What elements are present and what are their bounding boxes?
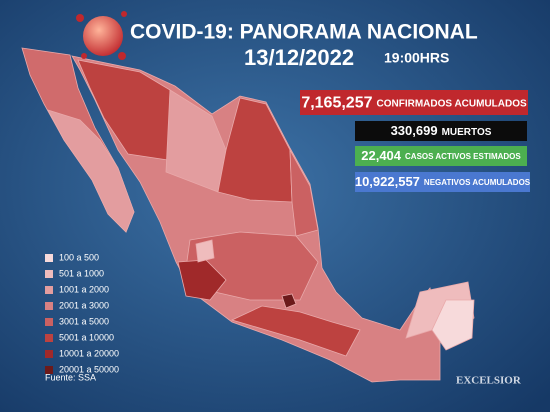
- region-light: [195, 239, 215, 263]
- globe: [83, 16, 123, 56]
- legend-label: 10001 a 20000: [59, 348, 119, 358]
- legend-swatch: [45, 270, 53, 278]
- stat-box: [355, 172, 530, 192]
- legend: 100 a 500 501 a 1000 1001 a 2000 2001 a 300…: [45, 252, 119, 374]
- virus-dot: [121, 11, 127, 17]
- stat-label: MUERTOS: [442, 127, 492, 138]
- legend-label: 1001 a 2000: [59, 284, 109, 294]
- time: 19:00HRS: [384, 50, 449, 66]
- region-sur: [230, 305, 361, 357]
- legend-swatch: [45, 302, 53, 310]
- baja-sur: [47, 109, 135, 233]
- legend-swatch: [45, 350, 53, 358]
- region-sonora: [77, 59, 171, 161]
- stat-label: CONFIRMADOS ACUMULADOS: [377, 98, 528, 109]
- stat-box: [355, 121, 527, 141]
- region-qroo: [431, 299, 475, 351]
- virus-dot: [81, 53, 87, 59]
- stat-value: 10,922,557: [355, 174, 420, 189]
- legend-label: 20001 a 50000: [59, 364, 119, 374]
- legend-swatch: [45, 286, 53, 294]
- legend-label: 501 a 1000: [59, 268, 104, 278]
- legend-label: 2001 a 3000: [59, 300, 109, 310]
- title: COVID-19: PANORAMA NACIONAL: [130, 21, 478, 44]
- stat-value: 330,699: [391, 123, 438, 138]
- legend-label: 5001 a 10000: [59, 332, 114, 342]
- source: Fuente: SSA: [45, 372, 96, 382]
- stat-box: [355, 146, 527, 166]
- stat-text: 7,165,257 CONFIRMADOS ACUMULADOS: [301, 95, 527, 112]
- legend-label: 100 a 500: [59, 252, 99, 262]
- stat-value: 7,165,257: [301, 95, 372, 112]
- legend-swatch: [45, 334, 53, 342]
- legend-label: 3001 a 5000: [59, 316, 109, 326]
- region-cdmx: [281, 293, 297, 309]
- stat-text: 10,922,557 NEGATIVOS ACUMULADOS: [355, 174, 531, 189]
- stat-label: NEGATIVOS ACUMULADOS: [424, 178, 531, 187]
- stat-box: [300, 90, 528, 115]
- stat-label: CASOS ACTIVOS ESTIMADOS: [405, 152, 521, 161]
- globe-icon: [76, 11, 127, 60]
- legend-swatch: [45, 254, 53, 262]
- region-nuevo-leon: [289, 149, 319, 237]
- stat-text: 330,699 MUERTOS: [391, 123, 492, 138]
- logo: EXCELSIOR: [456, 375, 522, 387]
- legend-swatch: [45, 366, 53, 374]
- virus-dot: [118, 52, 126, 60]
- stat-value: 22,404: [361, 148, 402, 163]
- legend-swatch: [45, 318, 53, 326]
- stats: 7,165,257 CONFIRMADOS ACUMULADOS 330,699 MU…: [300, 90, 531, 192]
- stat-text: 22,404 CASOS ACTIVOS ESTIMADOS: [361, 148, 521, 163]
- map: [21, 47, 475, 383]
- date: 13/12/2022: [244, 45, 354, 70]
- virus-dot: [76, 14, 84, 22]
